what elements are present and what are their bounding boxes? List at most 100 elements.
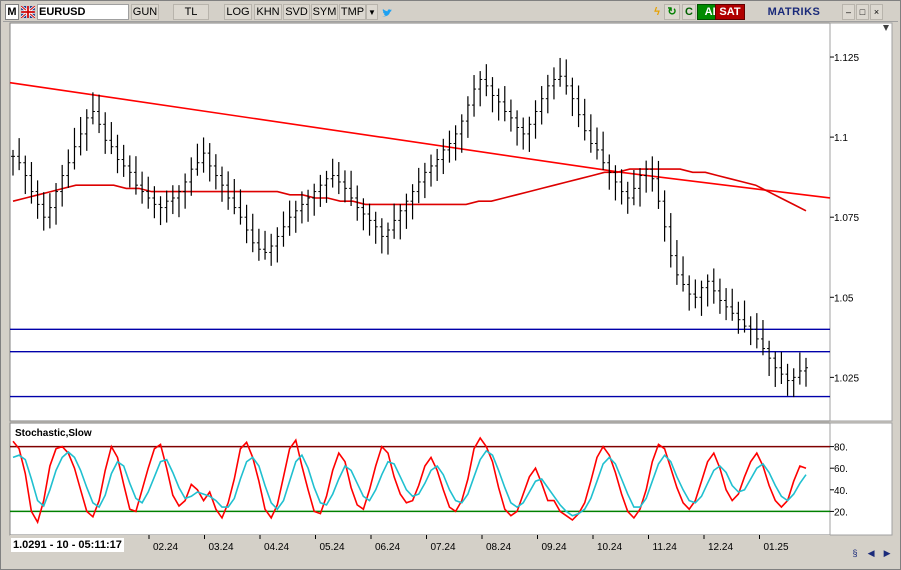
price-bar bbox=[250, 213, 255, 253]
refresh-icon[interactable]: ↻ bbox=[664, 4, 680, 20]
price-bar bbox=[176, 185, 181, 218]
price-readout: 1.0291 - 10 - 05:11:17 bbox=[11, 538, 124, 552]
price-bar bbox=[330, 158, 335, 188]
flag-icon bbox=[21, 6, 35, 18]
twitter-icon[interactable] bbox=[380, 4, 394, 20]
period-button[interactable]: GUN bbox=[131, 4, 159, 20]
price-bar bbox=[804, 357, 808, 387]
price-bar bbox=[717, 278, 722, 314]
toolbar: M EURUSD GUN TL LOG KHN SVD SYM TMP ▼ ϟ … bbox=[3, 3, 898, 22]
price-bar bbox=[625, 181, 630, 214]
price-bar bbox=[115, 134, 120, 174]
time-tick-label: 02.24 bbox=[153, 542, 178, 553]
price-bar bbox=[183, 173, 188, 209]
price-bar bbox=[730, 288, 735, 321]
time-tick-label: 10.24 bbox=[597, 542, 622, 553]
stoch-d-line bbox=[12, 449, 807, 517]
symbol-input[interactable]: EURUSD bbox=[37, 4, 129, 20]
c-button[interactable]: C bbox=[682, 4, 696, 20]
price-bar bbox=[490, 77, 495, 113]
price-bar bbox=[588, 114, 593, 153]
price-bar bbox=[60, 164, 65, 207]
price-bar bbox=[502, 86, 507, 122]
price-bar bbox=[668, 213, 673, 268]
price-bar bbox=[570, 77, 575, 117]
stochastic-title: Stochastic,Slow bbox=[15, 428, 92, 439]
price-bar bbox=[533, 100, 538, 139]
tmp-button[interactable]: TMP bbox=[339, 4, 366, 20]
price-bar bbox=[478, 71, 483, 107]
stoch-tick-label: 40. bbox=[834, 486, 848, 497]
khn-button[interactable]: KHN bbox=[254, 4, 282, 20]
stoch-tick-label: 80. bbox=[834, 443, 848, 454]
price-bar bbox=[650, 156, 655, 192]
price-bar bbox=[195, 143, 200, 176]
price-bar bbox=[263, 230, 268, 260]
price-bar bbox=[90, 92, 95, 125]
stoch-tick-label: 60. bbox=[834, 464, 848, 475]
chevron-down-icon[interactable]: ▼ bbox=[366, 4, 378, 20]
price-bar bbox=[306, 189, 311, 222]
tl-button[interactable]: TL bbox=[173, 4, 209, 20]
time-tick-label: 12.24 bbox=[708, 542, 733, 553]
price-bar bbox=[189, 157, 194, 196]
time-tick-label: 08.24 bbox=[486, 542, 511, 553]
svd-button[interactable]: SVD bbox=[283, 4, 310, 20]
price-bar bbox=[791, 368, 796, 398]
price-bar bbox=[158, 196, 163, 226]
price-bar bbox=[459, 114, 464, 153]
price-bar bbox=[705, 274, 710, 307]
price-bar bbox=[398, 204, 403, 240]
price-bar bbox=[699, 280, 704, 316]
lightning-icon[interactable]: ϟ bbox=[654, 6, 660, 18]
log-button[interactable]: LOG bbox=[224, 4, 252, 20]
price-panel[interactable] bbox=[9, 22, 831, 422]
maximize-icon[interactable]: □ bbox=[856, 4, 869, 20]
brand-logo: MATRIKS bbox=[767, 6, 821, 18]
price-tick-label: 1.05 bbox=[834, 293, 854, 304]
price-bar bbox=[373, 211, 378, 244]
scroll-left-icon[interactable]: ◀ bbox=[867, 548, 875, 558]
price-bar bbox=[638, 168, 643, 207]
price-tick-label: 1.125 bbox=[834, 53, 859, 64]
price-bar bbox=[213, 154, 218, 190]
price-bar bbox=[656, 160, 661, 209]
price-tick-label: 1.075 bbox=[834, 213, 859, 224]
price-bar bbox=[146, 176, 151, 209]
price-bar bbox=[631, 170, 636, 206]
price-bar bbox=[736, 301, 741, 334]
price-bar bbox=[644, 160, 649, 193]
scroll-right-icon[interactable]: ▶ bbox=[883, 548, 891, 558]
price-bar bbox=[687, 275, 692, 311]
price-bar bbox=[121, 144, 126, 177]
price-bar bbox=[545, 74, 550, 114]
minimize-icon[interactable]: – bbox=[842, 4, 855, 20]
price-bar bbox=[299, 191, 304, 224]
price-bar bbox=[558, 57, 563, 87]
scroll-up-icon[interactable] bbox=[883, 25, 889, 31]
price-bar bbox=[767, 340, 772, 376]
price-bar bbox=[84, 109, 89, 151]
price-bar bbox=[72, 127, 77, 170]
time-tick-label: 11.24 bbox=[653, 542, 678, 553]
sell-button[interactable]: SAT bbox=[715, 4, 745, 20]
link-icon[interactable]: § bbox=[852, 548, 858, 558]
price-bar bbox=[674, 240, 679, 285]
price-bar bbox=[324, 170, 329, 203]
price-bar bbox=[238, 189, 243, 225]
price-bar bbox=[109, 122, 114, 155]
price-bar bbox=[17, 138, 22, 171]
price-bar bbox=[287, 200, 292, 236]
price-bar bbox=[496, 88, 501, 121]
price-bar bbox=[521, 117, 526, 150]
price-bar bbox=[78, 116, 83, 156]
price-bar bbox=[41, 192, 46, 231]
price-axis bbox=[829, 22, 893, 422]
sym-button[interactable]: SYM bbox=[311, 4, 338, 20]
price-bar bbox=[140, 171, 145, 204]
price-bar bbox=[527, 116, 532, 152]
price-bar bbox=[416, 167, 421, 204]
close-icon[interactable]: × bbox=[870, 4, 883, 20]
